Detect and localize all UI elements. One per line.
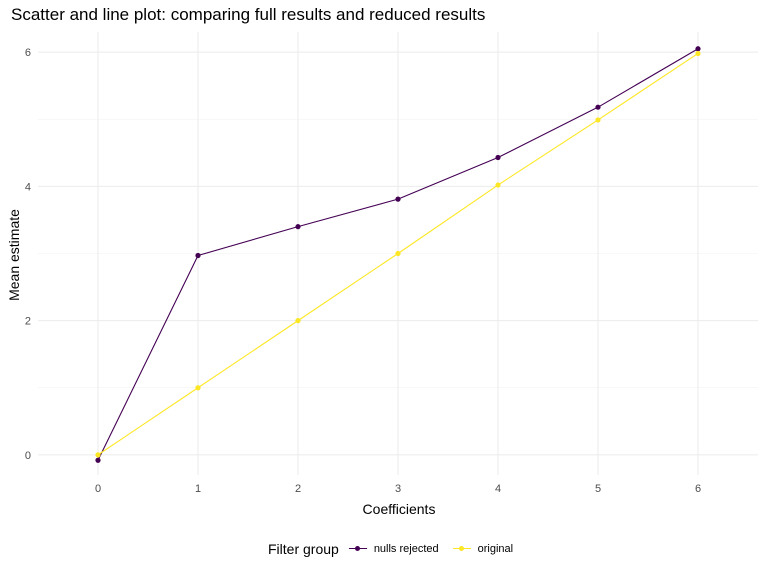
legend-key-original xyxy=(451,541,473,557)
x-tick-label: 2 xyxy=(295,483,301,495)
y-tick-labels: 0 2 4 6 xyxy=(25,47,31,462)
y-tick-label: 2 xyxy=(25,316,31,328)
y-tick-label: 0 xyxy=(25,450,31,462)
y-tick-label: 4 xyxy=(25,181,31,193)
legend-label-nulls-rejected: nulls rejected xyxy=(373,543,439,555)
x-tick-label: 3 xyxy=(395,483,401,495)
x-tick-label: 1 xyxy=(195,483,201,495)
data-point-nulls-rejected xyxy=(395,196,401,202)
legend-key-dot xyxy=(354,546,360,551)
data-point-original xyxy=(495,182,501,188)
data-point-nulls-rejected xyxy=(95,457,101,463)
legend-label-original: original xyxy=(477,543,514,555)
x-tick-label: 4 xyxy=(495,483,501,495)
series-points xyxy=(95,46,701,463)
legend: Filter group nulls rejected original xyxy=(268,541,525,557)
data-point-original xyxy=(595,117,601,123)
y-axis-title: Mean estimate xyxy=(6,209,22,301)
data-point-original xyxy=(695,50,701,57)
grid-major xyxy=(38,32,758,475)
data-point-nulls-rejected xyxy=(495,154,501,161)
data-point-original xyxy=(195,385,201,391)
legend-item-original: original xyxy=(451,541,513,557)
data-point-nulls-rejected xyxy=(295,224,301,230)
data-point-nulls-rejected xyxy=(595,104,601,110)
x-tick-label: 5 xyxy=(595,483,601,495)
x-tick-labels: 0 1 2 3 4 5 6 xyxy=(95,483,701,495)
legend-key-nulls-rejected xyxy=(347,541,369,557)
y-tick-label: 6 xyxy=(25,47,31,59)
x-axis-title: Coefficients xyxy=(363,501,436,517)
chart-title: Scatter and line plot: comparing full re… xyxy=(11,5,486,24)
data-point-nulls-rejected xyxy=(195,252,201,259)
data-point-nulls-rejected xyxy=(695,46,701,52)
data-point-original xyxy=(295,318,301,324)
legend-title: Filter group xyxy=(268,541,339,557)
data-point-original xyxy=(95,452,101,458)
x-tick-label: 6 xyxy=(695,483,701,495)
x-tick-label: 0 xyxy=(95,483,101,495)
data-point-original xyxy=(395,250,401,257)
legend-key-dot xyxy=(458,546,464,551)
legend-item-nulls-rejected: nulls rejected xyxy=(347,541,439,557)
